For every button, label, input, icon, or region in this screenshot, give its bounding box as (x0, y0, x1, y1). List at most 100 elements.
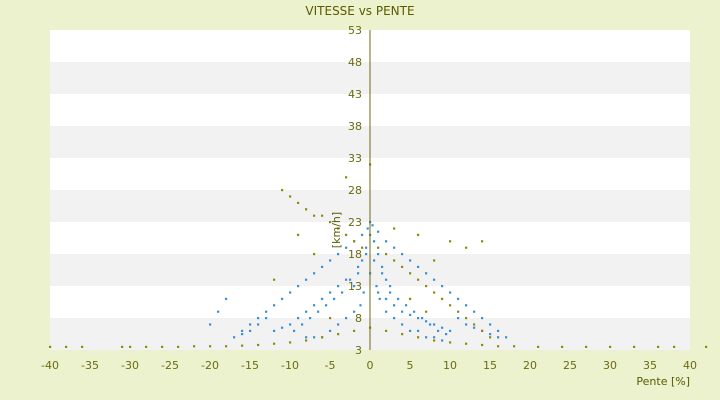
data-point (417, 329, 420, 332)
data-point (217, 310, 220, 313)
data-point (293, 329, 296, 332)
data-point (433, 259, 436, 262)
data-point (417, 265, 420, 268)
x-tick-label: 15 (483, 359, 497, 372)
y-tick-label: 53 (348, 24, 362, 37)
data-point (337, 285, 340, 288)
data-point (481, 317, 484, 320)
data-point (317, 310, 320, 313)
x-tick-label: 35 (643, 359, 657, 372)
data-point (337, 227, 340, 230)
data-point (457, 297, 460, 300)
data-point (433, 336, 436, 339)
data-point (377, 253, 380, 256)
data-point (377, 230, 380, 233)
data-point (321, 265, 324, 268)
y-tick-label: 43 (348, 88, 362, 101)
data-point (373, 259, 376, 262)
data-point (161, 345, 164, 348)
data-point (433, 323, 436, 326)
data-point (537, 345, 540, 348)
data-point (409, 272, 412, 275)
data-point (657, 345, 660, 348)
data-point (417, 233, 420, 236)
data-point (249, 329, 252, 332)
data-point (401, 333, 404, 336)
data-point (225, 345, 228, 348)
data-point (401, 310, 404, 313)
data-point (371, 224, 374, 227)
data-point (361, 259, 364, 262)
data-point (329, 259, 332, 262)
data-point (329, 329, 332, 332)
data-point (257, 323, 260, 326)
data-point (457, 310, 460, 313)
data-point (481, 343, 484, 347)
data-point (465, 317, 468, 320)
data-point (441, 326, 444, 329)
data-point (401, 323, 404, 326)
data-point (425, 320, 428, 323)
data-point (393, 304, 396, 307)
data-point (401, 253, 404, 256)
data-point (441, 297, 444, 300)
data-point (421, 317, 424, 320)
data-point (429, 323, 432, 326)
data-point (265, 310, 268, 313)
data-point (321, 297, 324, 300)
data-point (209, 345, 212, 348)
data-point (265, 317, 268, 320)
chart-title: VITESSE vs PENTE (305, 4, 415, 18)
data-point (366, 227, 369, 230)
data-point (449, 341, 452, 344)
y-tick-label: 23 (348, 216, 362, 229)
data-point (333, 297, 336, 300)
x-tick-label: 0 (367, 359, 374, 372)
data-point (305, 336, 308, 339)
data-point (145, 345, 148, 348)
data-point (397, 297, 400, 300)
data-point (465, 246, 468, 249)
data-point (433, 291, 436, 294)
data-point (329, 221, 332, 224)
y-tick-label: 28 (348, 184, 362, 197)
data-point (378, 297, 381, 300)
data-point (345, 233, 348, 236)
data-point (313, 336, 316, 339)
data-point (121, 345, 124, 348)
data-point (513, 345, 516, 348)
data-point (433, 339, 436, 342)
data-point (473, 323, 476, 326)
data-point (497, 345, 500, 348)
data-point (301, 323, 304, 326)
data-point (585, 345, 588, 348)
data-point (359, 304, 362, 307)
data-point (353, 310, 356, 313)
data-point (345, 246, 348, 249)
data-point (437, 329, 440, 332)
x-tick-label: -15 (241, 359, 259, 372)
data-point (129, 345, 132, 348)
data-point (305, 339, 308, 342)
data-point (449, 329, 452, 332)
data-point (381, 265, 384, 268)
data-point (385, 240, 388, 243)
data-point (417, 278, 420, 281)
data-point (305, 310, 308, 313)
data-point (393, 259, 396, 262)
data-point (445, 333, 448, 336)
y-tick-label: 33 (348, 152, 362, 165)
x-tick-label: -10 (281, 359, 299, 372)
data-point (297, 317, 300, 320)
data-point (281, 297, 284, 300)
data-point (417, 336, 420, 339)
data-point (497, 329, 500, 332)
data-point (389, 291, 392, 294)
data-point (465, 304, 468, 307)
data-point (473, 310, 476, 313)
data-point (297, 201, 300, 204)
data-point (177, 345, 180, 348)
data-point (257, 343, 260, 347)
